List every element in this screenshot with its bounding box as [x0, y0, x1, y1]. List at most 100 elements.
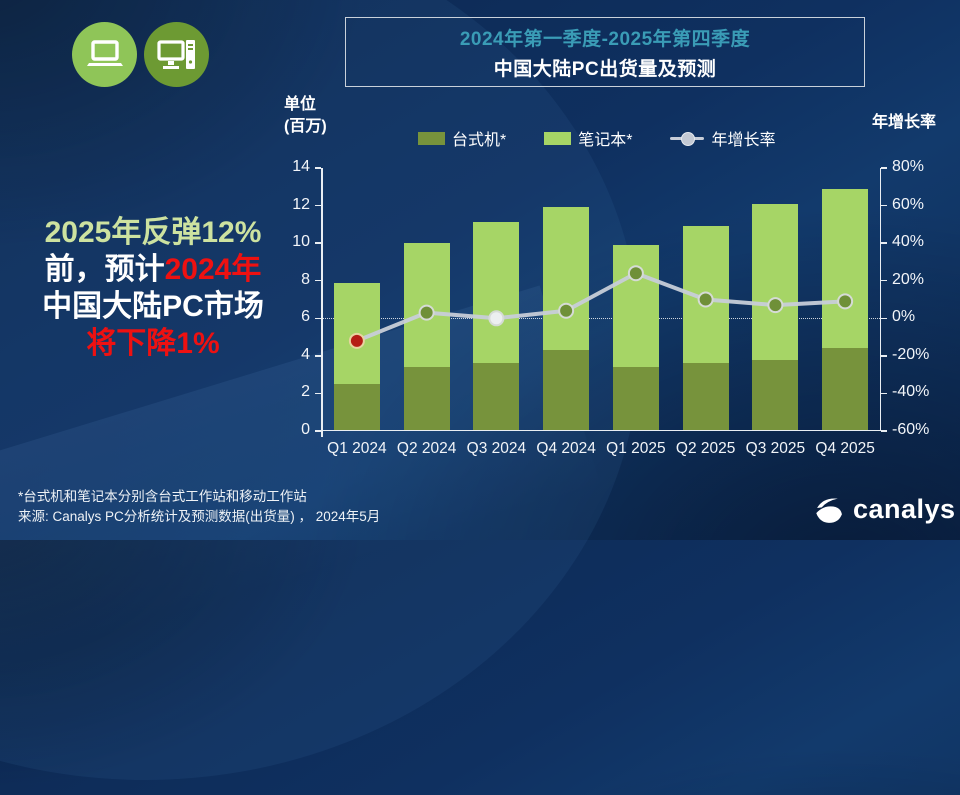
- stacked-bar: [473, 222, 520, 431]
- desktop-segment: [543, 350, 590, 431]
- growth-marker: [627, 265, 644, 282]
- right-axis-title: 年增长率: [872, 114, 937, 131]
- right-axis-tick-label: -40%: [892, 383, 930, 401]
- right-axis-tick-label: 40%: [892, 233, 925, 251]
- notebook-segment: [543, 207, 590, 351]
- right-axis-tick-label: 20%: [892, 270, 925, 288]
- title-subject: 中国大陆PC出货量及预测: [493, 58, 717, 80]
- x-axis-label: Q1 2024: [327, 440, 387, 457]
- headline: 2025年反弹12% 前，预计2024年 中国大陆PC市场 将下降1%: [6, 214, 300, 362]
- laptop-icon: [72, 22, 137, 87]
- x-axis-label: Q1 2025: [606, 440, 666, 457]
- stacked-bar: [752, 203, 799, 431]
- headline-line2: 前，预计2024年: [44, 253, 262, 286]
- right-axis-tick: [881, 430, 887, 432]
- left-axis-tick-label: 8: [301, 270, 310, 288]
- growth-marker: [837, 293, 854, 310]
- stacked-bar: [822, 188, 869, 431]
- chart-title-box: 2024年第一季度-2025年第四季度 中国大陆PC出货量及预测: [345, 17, 865, 87]
- left-axis-tick: [315, 392, 321, 395]
- desktop-segment: [473, 363, 520, 431]
- left-axis-tick: [315, 279, 321, 282]
- x-axis-label: Q3 2024: [466, 440, 527, 457]
- x-axis-label: Q4 2025: [815, 440, 875, 457]
- desktop-segment: [682, 363, 729, 431]
- growth-marker: [558, 302, 575, 319]
- growth-marker: [418, 304, 435, 321]
- desktop-pc-icon: [144, 22, 209, 87]
- desktop-segment: [333, 384, 380, 431]
- zero-percent-gridline: [322, 318, 880, 320]
- right-axis-tick: [881, 355, 887, 357]
- legend-notebook-label: 笔记本*: [578, 132, 633, 149]
- desktop-segment: [822, 348, 869, 431]
- growth-marker: [767, 297, 784, 314]
- left-axis-tick-label: 0: [301, 421, 310, 438]
- desktop-segment: [612, 367, 659, 431]
- bar-slot: [810, 188, 880, 431]
- right-axis-tick: [881, 204, 887, 207]
- left-axis-tick: [315, 167, 321, 169]
- x-axis-label: Q4 2024: [536, 440, 596, 457]
- right-axis-tick-label: 60%: [892, 195, 925, 213]
- left-axis-tick: [315, 204, 321, 207]
- bar-slot: [531, 207, 601, 431]
- left-axis-tick-label: 12: [292, 195, 310, 213]
- growth-marker: [697, 291, 714, 308]
- growth-line-chart: [348, 265, 854, 349]
- footnote-definition: *台式机和笔记本分别含台式工作站和移动工作站: [18, 489, 307, 504]
- headline-line3: 中国大陆PC市场: [42, 290, 264, 323]
- left-axis-tick-label: 2: [301, 383, 310, 401]
- left-axis-tick-label: 10: [292, 233, 310, 251]
- growth-line-icon: [670, 131, 705, 146]
- canalys-logo: canalys: [814, 494, 956, 525]
- right-axis-tick-label: -20%: [892, 345, 930, 363]
- growth-marker: [348, 332, 365, 349]
- title-period: 2024年第一季度-2025年第四季度: [459, 28, 751, 50]
- bar-slot: [462, 222, 532, 431]
- pc-shipments-chart: Q1 2024 Q2 2024 Q3 2024 Q4 2024 Q1 2025 Q2 20…: [292, 158, 929, 457]
- right-axis-tick: [881, 167, 887, 169]
- x-axis-label: Q2 2025: [675, 440, 736, 457]
- growth-marker: [488, 310, 505, 327]
- footnotes: *台式机和笔记本分别含台式工作站和移动工作站 来源: Canalys PC分析统…: [18, 487, 380, 527]
- left-axis-tick: [315, 355, 321, 357]
- headline-line1: 2025年反弹12%: [44, 216, 262, 249]
- right-axis-tick: [881, 317, 887, 320]
- right-axis-tick-label: 80%: [892, 158, 925, 175]
- notebook-segment: [822, 188, 869, 349]
- left-axis-tick: [315, 317, 321, 320]
- desktop-segment: [752, 359, 799, 431]
- x-axis-line: [315, 429, 881, 431]
- notebook-segment: [473, 222, 520, 364]
- left-axis-tick: [315, 430, 321, 432]
- left-axis-unit-label: 单位 (百万): [284, 96, 327, 135]
- legend-desktop-label: 台式机*: [452, 132, 507, 149]
- right-axis-tick-label: 0%: [892, 308, 916, 326]
- x-axis-label: Q2 2024: [396, 440, 457, 457]
- legend-growth-label: 年增长率: [711, 132, 776, 149]
- canalys-logo-text: canalys: [853, 494, 956, 524]
- headline-line4: 将下降1%: [86, 327, 220, 360]
- legend-item-desktop: 台式机*: [418, 126, 506, 150]
- growth-line: [354, 271, 848, 343]
- device-icons: [72, 22, 209, 87]
- right-axis-line: [879, 168, 881, 431]
- stacked-bar: [543, 207, 590, 431]
- notebook-segment: [752, 203, 799, 360]
- desktop-segment: [403, 367, 450, 431]
- right-axis-tick-label: -60%: [892, 421, 930, 438]
- right-axis-tick: [881, 242, 887, 244]
- left-axis-tick: [315, 242, 321, 244]
- left-axis-tick-label: 6: [301, 308, 310, 326]
- legend-item-growth: 年增长率: [670, 126, 775, 150]
- left-axis-tick-label: 4: [301, 345, 310, 363]
- canalys-logo-icon: [816, 498, 842, 523]
- x-axis-label: Q3 2025: [745, 440, 806, 457]
- desktop-swatch: [418, 131, 445, 145]
- right-axis-tick: [881, 392, 887, 395]
- left-axis-tick-label: 14: [292, 158, 310, 175]
- legend-item-notebook: 笔记本*: [544, 126, 632, 150]
- right-axis-tick: [881, 279, 887, 282]
- bar-slot: [741, 203, 811, 431]
